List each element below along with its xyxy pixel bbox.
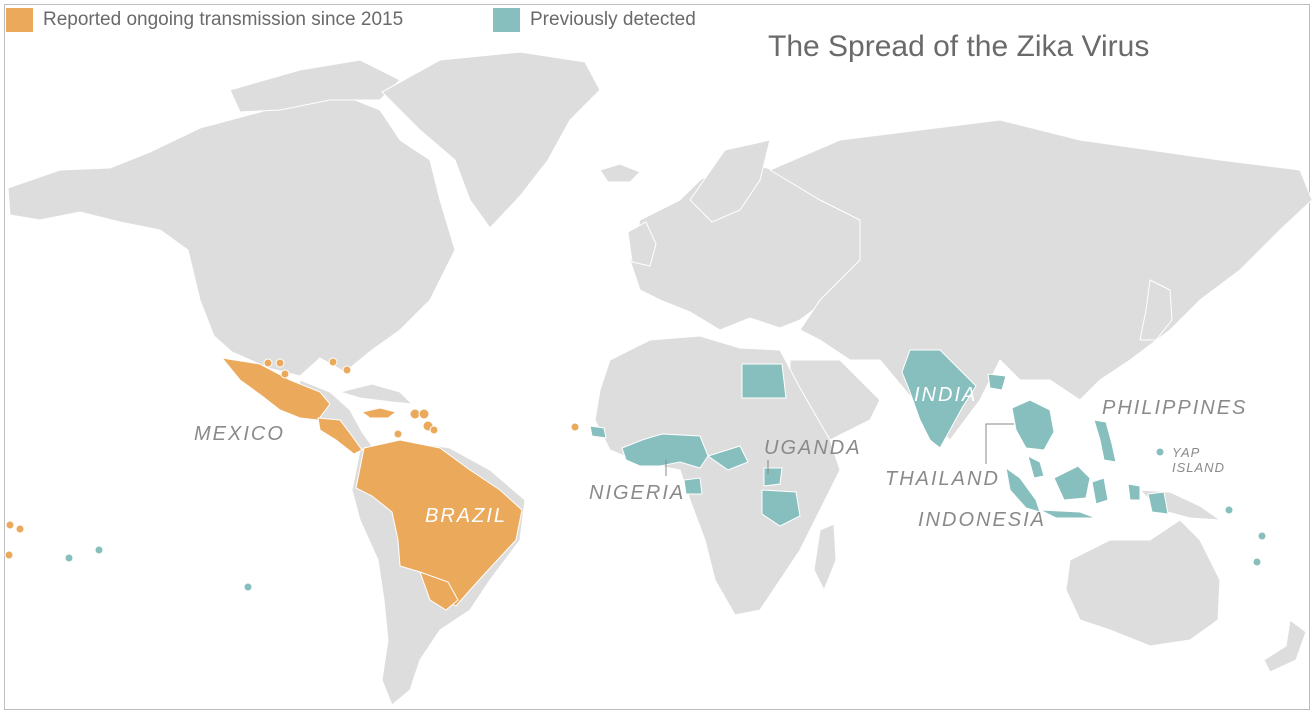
uk-land bbox=[627, 221, 657, 267]
pacific-teal-dot-2 bbox=[1257, 531, 1267, 541]
label-thailand: THAILAND bbox=[885, 468, 1000, 490]
florida-dot-1 bbox=[328, 357, 338, 367]
borneo-region bbox=[1053, 465, 1091, 501]
label-mexico: MEXICO bbox=[194, 423, 285, 445]
pacific-teal-dot-5 bbox=[94, 545, 104, 555]
thailand-leader bbox=[985, 423, 1014, 464]
southern-cone-region bbox=[419, 571, 459, 611]
north-america-land bbox=[7, 95, 456, 377]
label-indonesia: INDONESIA bbox=[918, 509, 1047, 531]
new-zealand-land bbox=[1263, 619, 1307, 673]
egypt-region bbox=[741, 363, 787, 399]
australia-land bbox=[1065, 519, 1221, 647]
cape-verde-dot bbox=[570, 422, 580, 432]
greenland-land bbox=[381, 51, 601, 229]
label-yap-island: YAP ISLAND bbox=[1172, 445, 1225, 475]
pacific-teal-dot-1 bbox=[1224, 505, 1234, 515]
java-region bbox=[1039, 509, 1097, 519]
previously-detected-layer bbox=[64, 349, 1267, 592]
maluku-region bbox=[1127, 483, 1141, 501]
tanzania-region bbox=[761, 489, 801, 527]
legend-ongoing-label: Reported ongoing transmission since 2015 bbox=[43, 9, 404, 30]
thailand-region bbox=[1011, 399, 1055, 451]
texas-dot-1 bbox=[263, 358, 273, 368]
antilles-dot-5 bbox=[393, 429, 403, 439]
texas-dot-3 bbox=[280, 369, 290, 379]
central-america-region bbox=[317, 417, 363, 455]
sumatra-region bbox=[1005, 466, 1041, 513]
legend-previous-label: Previously detected bbox=[530, 9, 696, 30]
label-philippines: PHILIPPINES bbox=[1102, 397, 1248, 419]
yap-dot bbox=[1155, 447, 1165, 457]
pacific-teal-dot-4 bbox=[64, 553, 74, 563]
uganda-region bbox=[763, 467, 783, 487]
iceland-land bbox=[599, 163, 641, 183]
scandinavia-land bbox=[689, 139, 771, 223]
map-title: The Spread of the Zika Virus bbox=[768, 30, 1150, 63]
leader-lines bbox=[665, 423, 1014, 476]
texas-dot-2 bbox=[275, 358, 285, 368]
legend-ongoing: Reported ongoing transmission since 2015 bbox=[6, 8, 403, 32]
legend-previous-swatch bbox=[493, 8, 520, 32]
caribbean-region bbox=[360, 407, 398, 419]
sulawesi-region bbox=[1091, 477, 1109, 505]
philippines-region bbox=[1093, 419, 1117, 463]
pacific-dot-2 bbox=[15, 524, 25, 534]
ongoing-transmission-layer bbox=[4, 357, 580, 611]
legend-previous: Previously detected bbox=[493, 8, 696, 32]
legend-ongoing-swatch bbox=[6, 8, 33, 32]
pacific-dot-1 bbox=[5, 520, 15, 530]
asia-land bbox=[768, 119, 1313, 441]
label-yap-line2: ISLAND bbox=[1172, 460, 1225, 475]
india-region bbox=[901, 349, 977, 449]
land-layer bbox=[7, 51, 1313, 706]
japan-land bbox=[1139, 279, 1173, 341]
florida-dot-2 bbox=[342, 365, 352, 375]
label-nigeria: NIGERIA bbox=[589, 482, 686, 504]
bangladesh-region bbox=[987, 373, 1007, 391]
antilles-dot-2 bbox=[418, 408, 430, 420]
gabon-region bbox=[683, 477, 703, 495]
pacific-dot-3 bbox=[4, 550, 14, 560]
antilles-dot-4 bbox=[429, 425, 439, 435]
label-uganda: UGANDA bbox=[764, 437, 862, 459]
label-brazil: BRAZIL bbox=[425, 505, 508, 527]
pacific-teal-dot-3 bbox=[1252, 557, 1262, 567]
label-india: INDIA bbox=[914, 384, 978, 406]
arctic-islands bbox=[229, 59, 401, 113]
west-africa-region bbox=[621, 433, 709, 469]
papua-region bbox=[1147, 491, 1169, 515]
label-yap-line1: YAP bbox=[1172, 445, 1201, 460]
pacific-teal-dot-6 bbox=[243, 582, 253, 592]
senegal-region bbox=[589, 425, 607, 439]
caribbean-land bbox=[338, 383, 414, 405]
central-africa-region bbox=[706, 445, 749, 471]
madagascar-land bbox=[813, 523, 837, 592]
malay-region bbox=[1027, 455, 1045, 479]
